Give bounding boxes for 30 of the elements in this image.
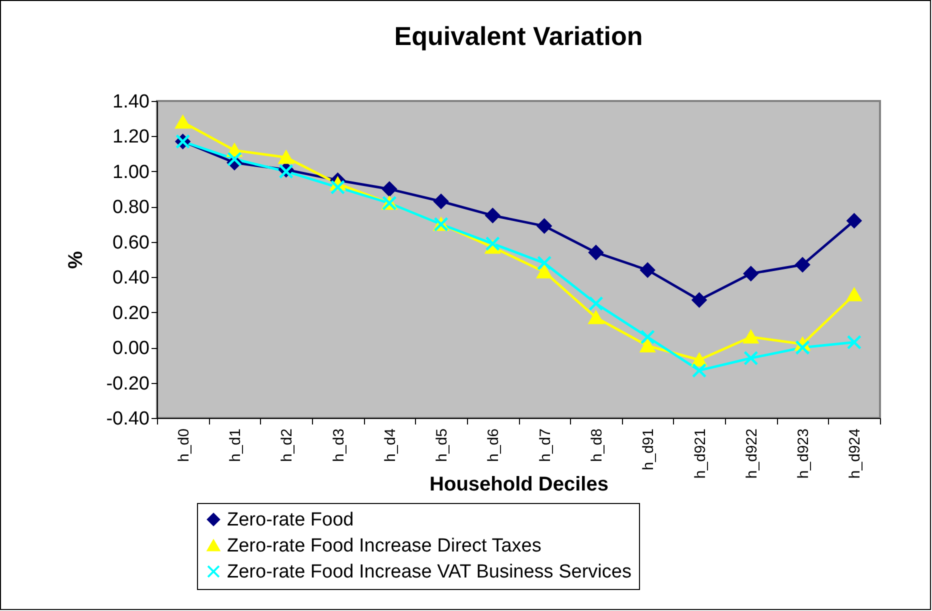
y-tick-label: -0.40 (106, 408, 150, 430)
y-tick-label: 0.20 (112, 302, 150, 324)
x-tick-label: h_d1 (226, 428, 244, 462)
legend-label: Zero-rate Food Increase Direct Taxes (227, 536, 542, 556)
y-tick-label: 0.00 (112, 338, 150, 360)
y-tick-label: 1.20 (112, 126, 150, 148)
y-axis-title: % (65, 250, 88, 269)
y-tick-label: 0.60 (112, 232, 150, 254)
y-tick-label: -0.20 (106, 373, 150, 394)
x-tick-label: h_d924 (846, 428, 864, 479)
x-tick-label: h_d7 (536, 428, 554, 462)
x-axis-title: Household Deciles (430, 474, 608, 496)
x-tick-label: h_d8 (588, 428, 606, 462)
legend-label: Zero-rate Food (227, 510, 354, 530)
x-tick-label: h_d0 (175, 428, 192, 462)
y-tick-label: 1.00 (112, 162, 150, 183)
y-tick-label: 0.40 (112, 268, 150, 289)
legend-label: Zero-rate Food Increase VAT Business Services (227, 562, 632, 582)
x-tick-label: h_d923 (795, 428, 812, 479)
x-tick-label: h_d921 (692, 428, 709, 479)
x-tick-label: h_d6 (485, 428, 502, 462)
y-tick-label: 1.40 (112, 92, 150, 112)
y-tick-label: 0.80 (112, 197, 150, 218)
x-tick-label: h_d5 (434, 428, 451, 462)
x-tick-label: h_d3 (330, 428, 348, 462)
x-tick-label: h_d91 (640, 428, 658, 470)
chart-title: Equivalent Variation (394, 21, 643, 51)
x-tick-label: h_d4 (382, 428, 399, 462)
x-tick-label: h_d922 (743, 428, 760, 479)
x-tick-label: h_d2 (278, 428, 296, 462)
